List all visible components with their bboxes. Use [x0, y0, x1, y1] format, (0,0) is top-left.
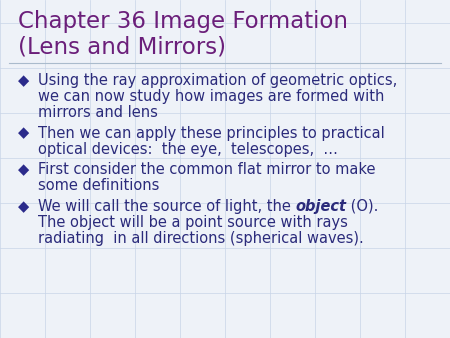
Text: (O).: (O).	[346, 199, 379, 214]
Text: First consider the common flat mirror to make: First consider the common flat mirror to…	[38, 162, 375, 177]
Text: radiating  in all directions (spherical waves).: radiating in all directions (spherical w…	[38, 231, 364, 246]
Text: The object will be a point source with rays: The object will be a point source with r…	[38, 215, 348, 230]
Text: some definitions: some definitions	[38, 178, 159, 193]
Text: (Lens and Mirrors): (Lens and Mirrors)	[18, 35, 226, 58]
Text: ◆: ◆	[18, 199, 29, 214]
Text: mirrors and lens: mirrors and lens	[38, 105, 158, 120]
Text: object: object	[296, 199, 346, 214]
Text: ◆: ◆	[18, 162, 29, 177]
Text: ◆: ◆	[18, 126, 29, 141]
Text: we can now study how images are formed with: we can now study how images are formed w…	[38, 89, 384, 104]
Text: Then we can apply these principles to practical: Then we can apply these principles to pr…	[38, 126, 385, 141]
Text: ◆: ◆	[18, 73, 29, 88]
Text: Using the ray approximation of geometric optics,: Using the ray approximation of geometric…	[38, 73, 397, 88]
Text: We will call the source of light, the: We will call the source of light, the	[38, 199, 296, 214]
Text: optical devices:  the eye,  telescopes,  …: optical devices: the eye, telescopes, …	[38, 142, 338, 157]
Text: Chapter 36 Image Formation: Chapter 36 Image Formation	[18, 10, 348, 33]
